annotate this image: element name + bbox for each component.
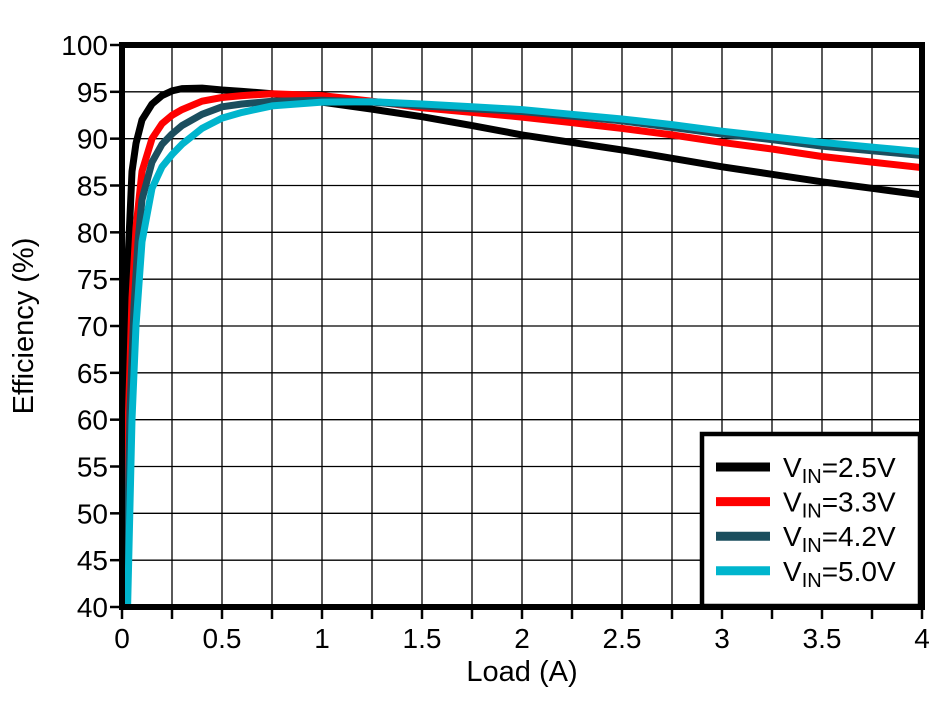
legend-item: VIN=3.3V bbox=[716, 487, 896, 523]
y-tick-label: 60 bbox=[77, 405, 108, 436]
y-tick-label: 65 bbox=[77, 358, 108, 389]
legend-label: VIN=4.2V bbox=[783, 521, 896, 557]
axis-ticks bbox=[110, 43, 924, 619]
plot-border bbox=[119, 42, 925, 610]
y-axis-label: Efficiency (%) bbox=[8, 238, 40, 415]
x-tick-label: 0 bbox=[114, 623, 130, 654]
tick-labels: 0 0.5 1 1.5 2 2.5 3 3.5 4 100 95 90 85 80 75 70 65 60 55 50… bbox=[61, 30, 930, 654]
legend-item: VIN=5.0V bbox=[716, 556, 896, 592]
y-tick-label: 90 bbox=[77, 124, 108, 155]
x-axis-label: Load (A) bbox=[466, 656, 577, 688]
series-line-VIN=5.0V bbox=[124, 98, 922, 607]
legend-item: VIN=4.2V bbox=[716, 521, 896, 557]
x-tick-label: 0.5 bbox=[203, 623, 242, 654]
legend-label: VIN=3.3V bbox=[783, 487, 896, 523]
series-lines bbox=[122, 84, 922, 607]
x-tick-label: 1.5 bbox=[403, 623, 442, 654]
x-tick-label: 4 bbox=[914, 623, 930, 654]
y-tick-label: 45 bbox=[77, 545, 108, 576]
x-tick-label: 1 bbox=[314, 623, 330, 654]
plot-frame bbox=[119, 42, 925, 610]
series-line-VIN=3.3V bbox=[122, 90, 922, 607]
y-tick-label: 50 bbox=[77, 498, 108, 529]
y-tick-label: 95 bbox=[77, 77, 108, 108]
x-tick-label: 2 bbox=[514, 623, 530, 654]
y-tick-label: 80 bbox=[77, 217, 108, 248]
y-tick-label: 70 bbox=[77, 311, 108, 342]
legend-label: VIN=5.0V bbox=[783, 556, 896, 592]
x-tick-label: 2.5 bbox=[603, 623, 642, 654]
legend-item: VIN=2.5V bbox=[716, 452, 896, 488]
legend-label: VIN=2.5V bbox=[783, 452, 896, 488]
y-tick-label: 100 bbox=[61, 30, 108, 61]
y-tick-label: 40 bbox=[77, 592, 108, 623]
y-tick-label: 75 bbox=[77, 264, 108, 295]
y-tick-label: 85 bbox=[77, 171, 108, 202]
y-tick-label: 55 bbox=[77, 452, 108, 483]
x-tick-label: 3.5 bbox=[803, 623, 842, 654]
x-tick-label: 3 bbox=[714, 623, 730, 654]
